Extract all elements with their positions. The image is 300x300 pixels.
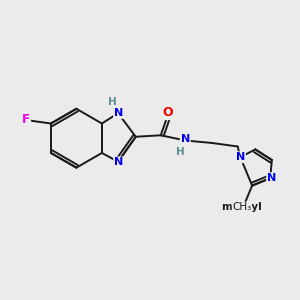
Text: H: H — [176, 147, 184, 157]
Text: N: N — [267, 173, 276, 183]
Text: H: H — [108, 97, 117, 107]
Text: N: N — [114, 158, 123, 167]
Text: N: N — [236, 152, 245, 162]
Text: methyl: methyl — [221, 202, 262, 212]
Text: N: N — [114, 108, 123, 118]
Text: N: N — [181, 134, 190, 144]
Text: O: O — [163, 106, 173, 119]
Text: CH₃: CH₃ — [232, 202, 251, 212]
Text: F: F — [22, 113, 30, 127]
